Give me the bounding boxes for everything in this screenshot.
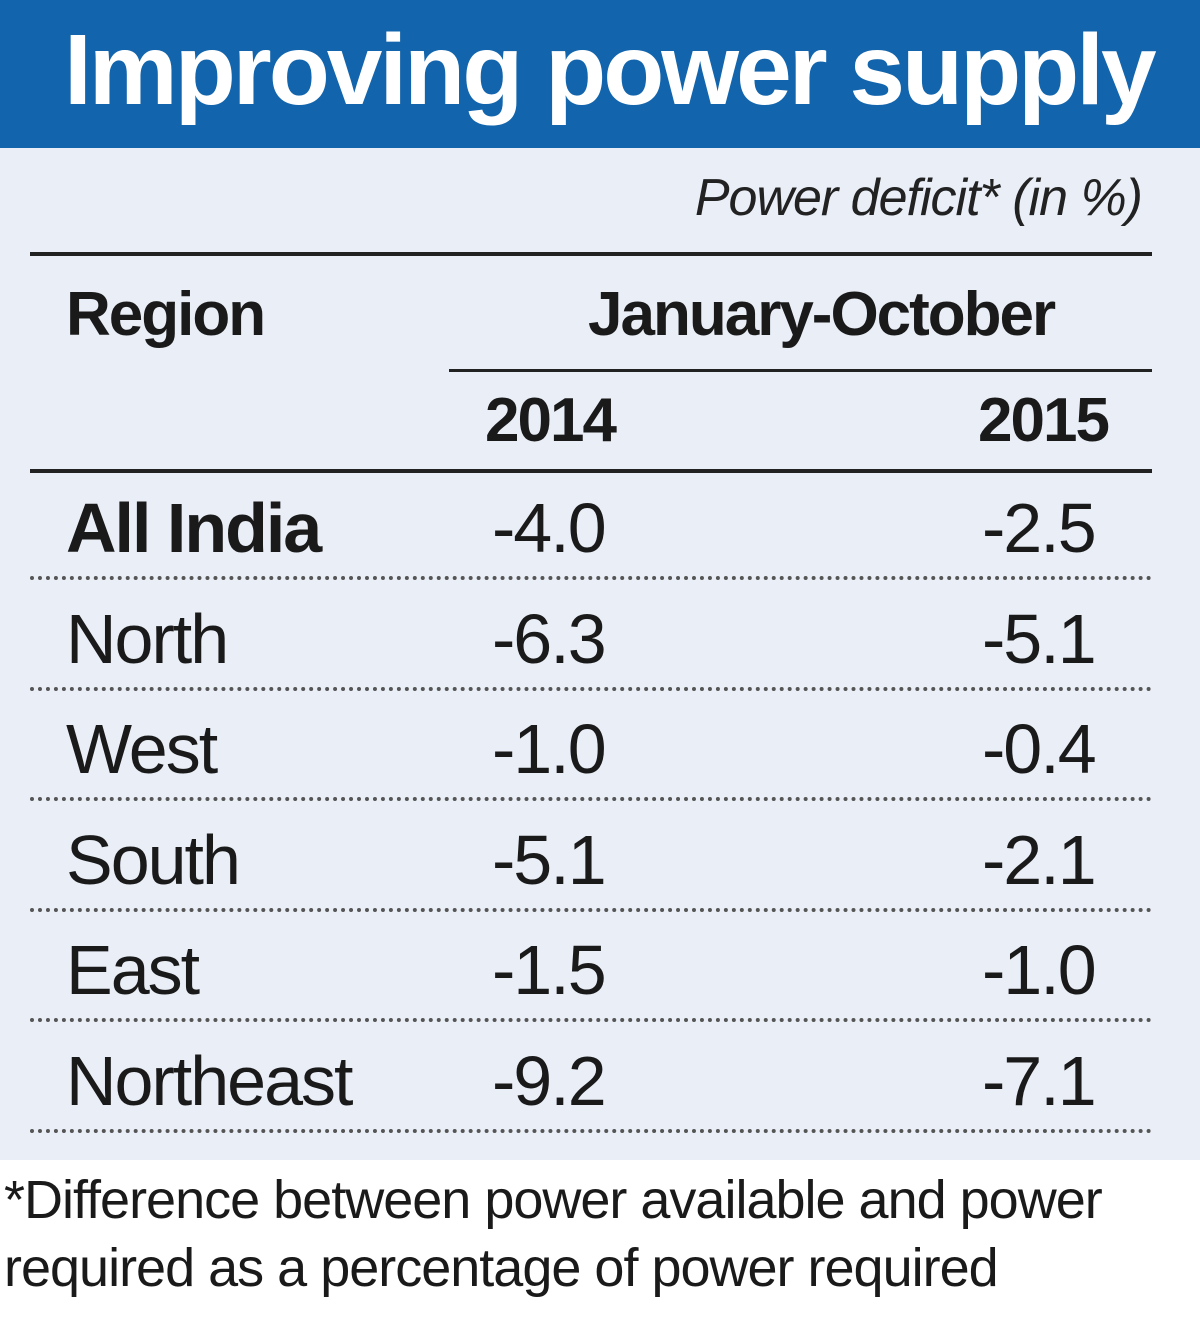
value-cell-2015: -7.1 <box>982 1041 1097 1120</box>
footnote: *Difference between power available and … <box>4 1170 1103 1298</box>
row-divider <box>30 907 1152 912</box>
value-cell-2014: -9.2 <box>492 1041 607 1120</box>
value-cell-2015: -1.0 <box>982 931 1097 1009</box>
row-divider <box>30 797 1152 801</box>
chart-subtitle: Power deficit* (in %) <box>694 169 1143 227</box>
value-cell-2015: -0.4 <box>982 710 1097 788</box>
region-cell: Northeast <box>66 1041 353 1120</box>
row-divider <box>30 1018 1152 1022</box>
title-banner <box>0 0 1200 148</box>
value-cell-2014: -1.0 <box>492 710 607 788</box>
header-rule <box>30 469 1152 473</box>
value-cell-2014: -5.1 <box>492 820 607 899</box>
row-divider <box>30 1128 1152 1133</box>
value-cell-2015: -2.1 <box>982 820 1097 899</box>
row-divider <box>30 576 1152 580</box>
value-cell-2015: -2.5 <box>982 489 1097 567</box>
region-cell: West <box>66 710 218 788</box>
year-header-2014: 2014 <box>485 386 617 455</box>
chart-title: Improving power supply <box>64 14 1157 126</box>
region-header: Region <box>66 280 266 349</box>
period-rule <box>449 369 1152 372</box>
year-header-2015: 2015 <box>978 386 1110 455</box>
region-cell: South <box>66 820 241 899</box>
period-header: January-October <box>588 280 1056 349</box>
value-cell-2015: -5.1 <box>982 599 1097 678</box>
region-cell: East <box>66 931 200 1009</box>
region-cell: All India <box>66 489 322 567</box>
top-rule <box>30 252 1152 256</box>
value-cell-2014: -6.3 <box>492 599 607 678</box>
region-cell: North <box>66 599 229 678</box>
row-divider <box>30 686 1152 691</box>
value-cell-2014: -1.5 <box>492 931 607 1009</box>
value-cell-2014: -4.0 <box>492 489 607 567</box>
table-panel <box>0 148 1200 1160</box>
